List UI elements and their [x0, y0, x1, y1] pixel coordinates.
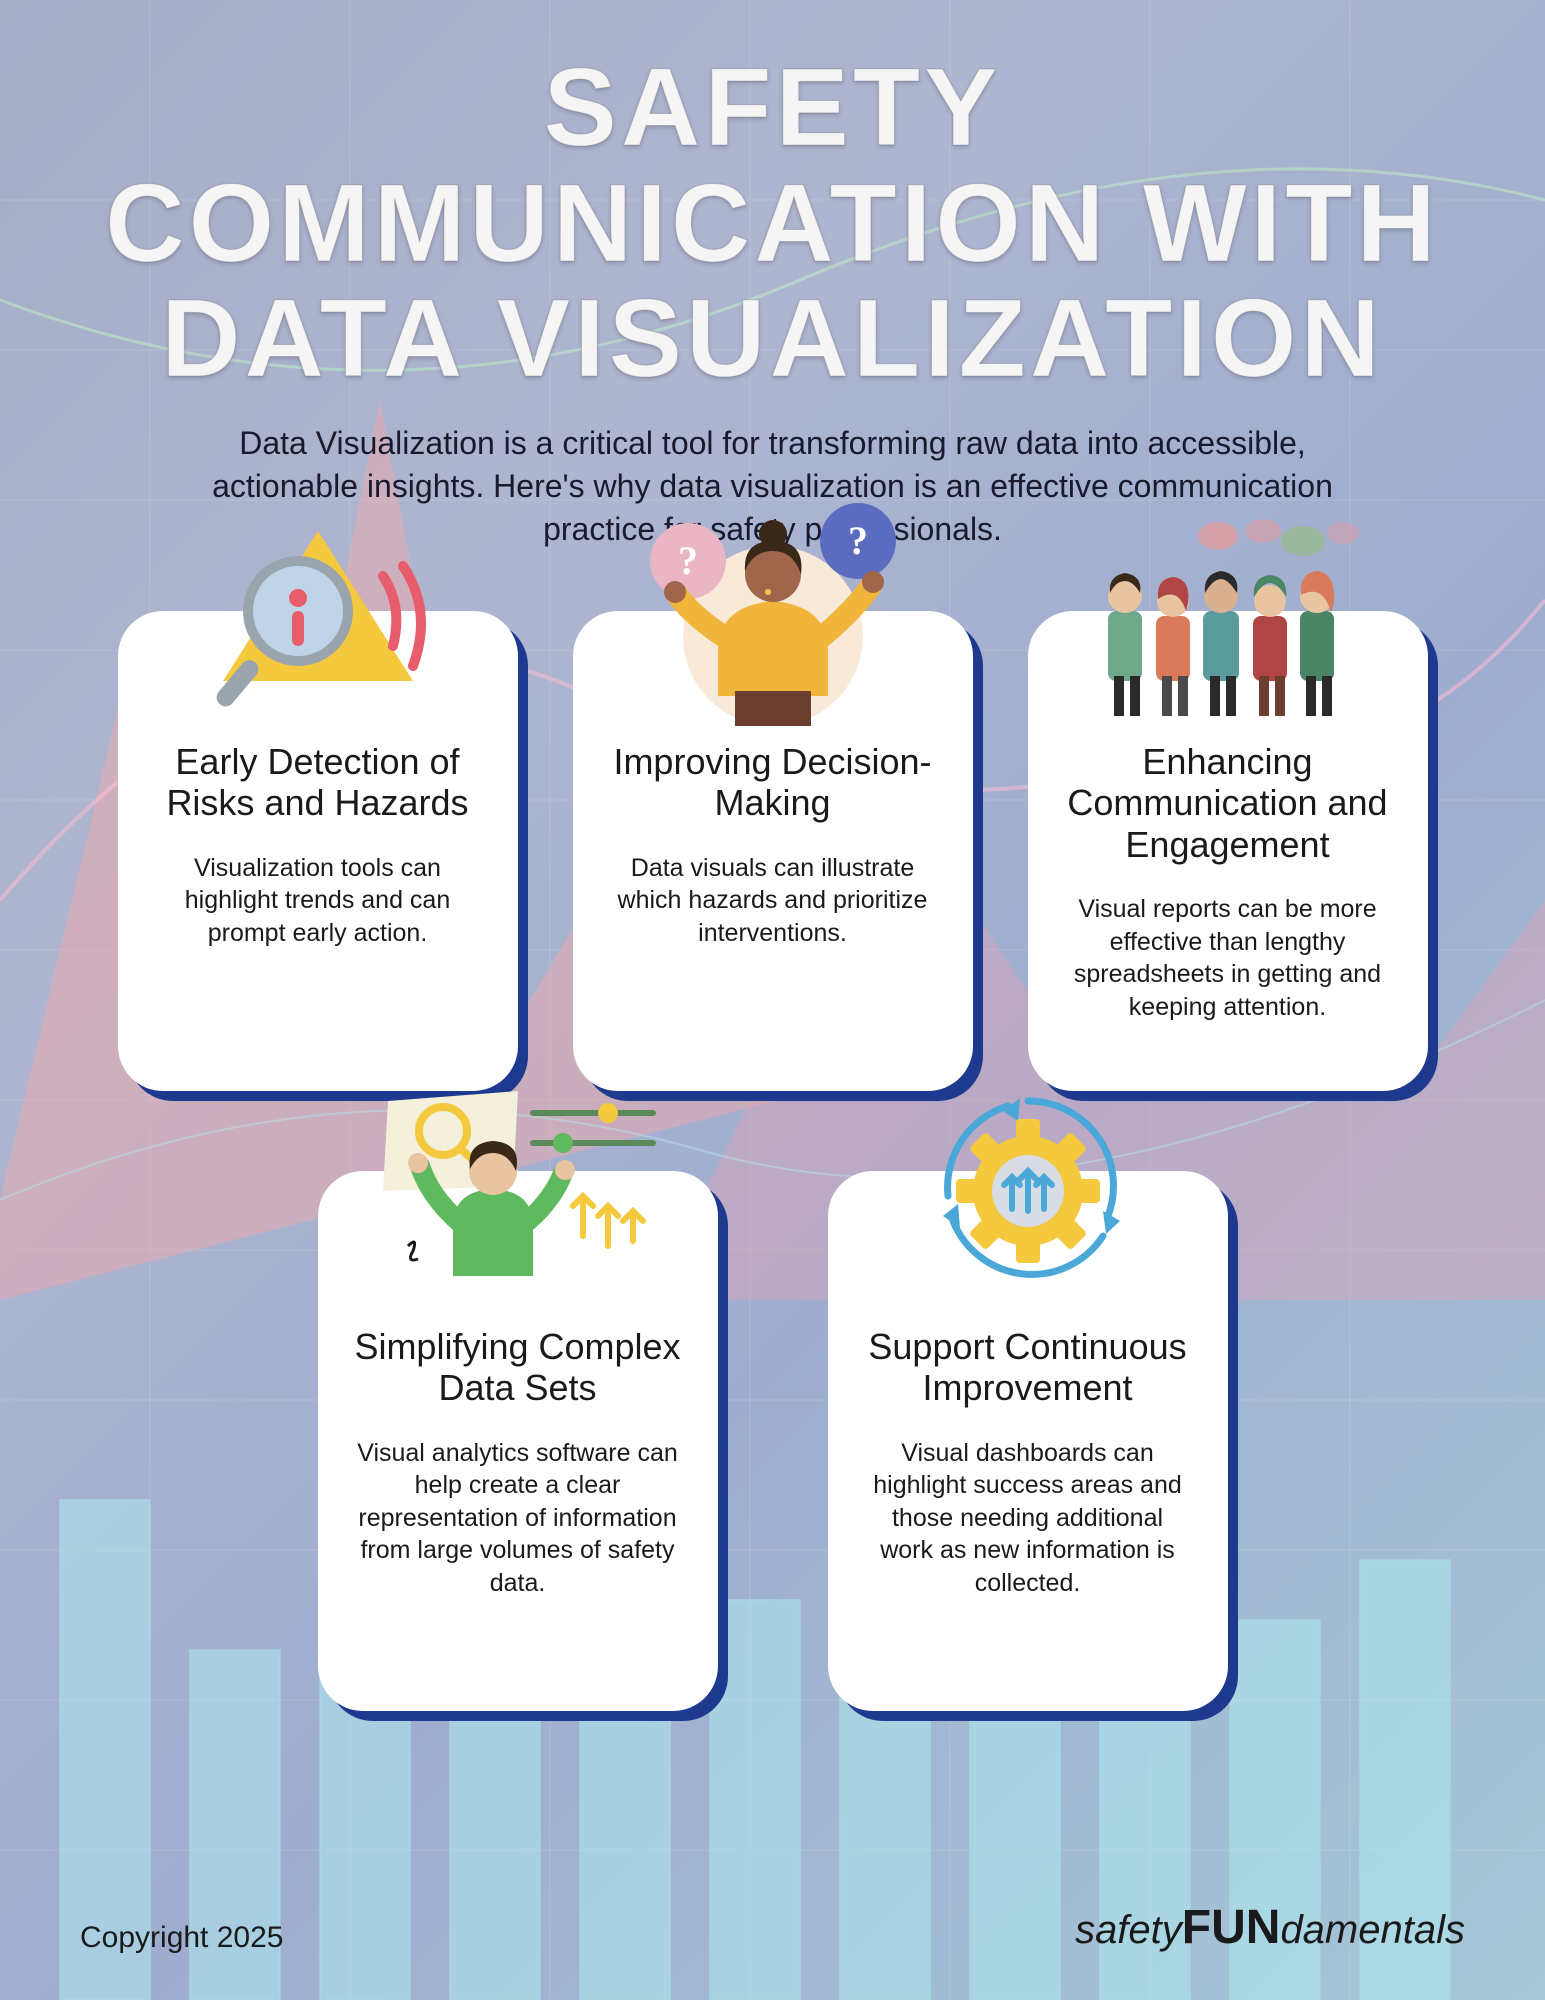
cards-row-1: Early Detection of Risks and Hazards Vis…	[80, 611, 1465, 1091]
card-body: Visualization tools can highlight trends…	[153, 852, 483, 950]
gear-cycle-icon	[908, 1076, 1148, 1296]
card-title: Improving Decision-Making	[608, 741, 938, 824]
card-body: Visual reports can be more effective tha…	[1063, 893, 1393, 1023]
copyright-text: Copyright 2025	[80, 1921, 283, 1955]
card-title: Support Continuous Improvement	[863, 1326, 1193, 1409]
card-body: Data visuals can illustrate which hazard…	[608, 852, 938, 950]
svg-text:?: ?	[678, 538, 698, 583]
card-body: Visual analytics software can help creat…	[353, 1437, 683, 1600]
brand-post: damentals	[1280, 1908, 1465, 1952]
page-title: SAFETY COMMUNICATION WITH DATA VISUALIZA…	[80, 50, 1465, 397]
person-questions-icon: ? ?	[623, 496, 923, 726]
analyst-person-icon	[358, 1071, 678, 1301]
card-communication-engagement: Enhancing Communication and Engagement V…	[1028, 611, 1428, 1091]
footer: Copyright 2025 safetyFUNdamentals	[80, 1900, 1465, 1955]
card-decision-making: ? ?	[573, 611, 973, 1091]
card-early-detection: Early Detection of Risks and Hazards Vis…	[118, 611, 518, 1091]
card-body: Visual dashboards can highlight success …	[863, 1437, 1193, 1600]
brand-logo: safetyFUNdamentals	[1075, 1900, 1465, 1955]
card-title: Simplifying Complex Data Sets	[353, 1326, 683, 1409]
brand-pre: safety	[1075, 1908, 1182, 1952]
cards-row-2: Simplifying Complex Data Sets Visual ana…	[80, 1171, 1465, 1711]
content-container: SAFETY COMMUNICATION WITH DATA VISUALIZA…	[0, 0, 1545, 2000]
people-group-icon	[1068, 511, 1388, 721]
card-title: Enhancing Communication and Engagement	[1063, 741, 1393, 865]
card-simplifying-data: Simplifying Complex Data Sets Visual ana…	[318, 1171, 718, 1711]
svg-text:?: ?	[848, 518, 868, 563]
warning-magnifier-icon	[188, 516, 448, 716]
card-continuous-improvement: Support Continuous Improvement Visual da…	[828, 1171, 1228, 1711]
card-title: Early Detection of Risks and Hazards	[153, 741, 483, 824]
brand-mid: FUN	[1182, 1901, 1281, 1954]
